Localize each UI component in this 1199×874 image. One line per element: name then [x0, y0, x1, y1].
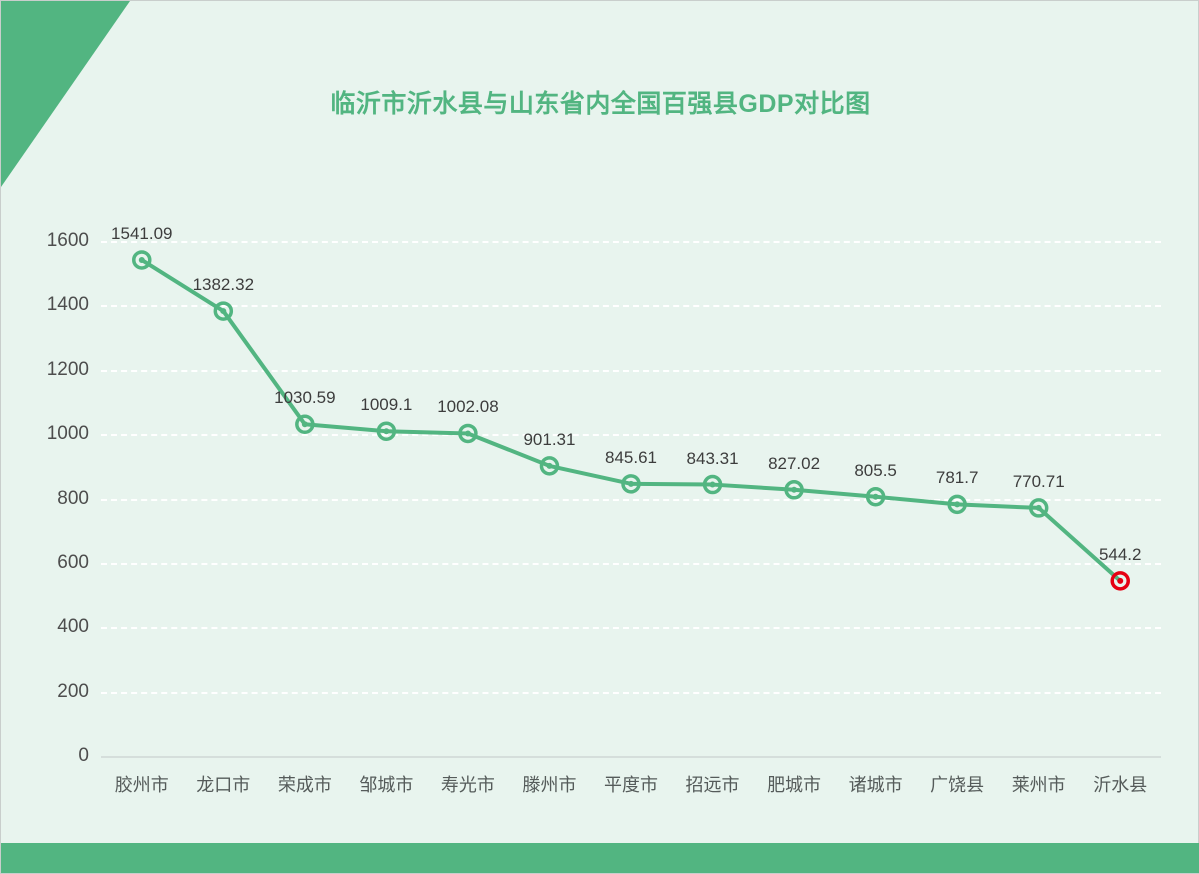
gridline	[101, 241, 1161, 243]
x-axis-tick-label: 肥城市	[767, 775, 822, 795]
data-point-label: 781.7	[935, 468, 979, 488]
data-point-marker[interactable]	[865, 486, 886, 507]
gridline	[101, 369, 1161, 372]
y-axis-tick-label: 800	[57, 487, 89, 509]
x-axis-tick-label: 招远市	[685, 775, 740, 795]
y-axis-tick-label: 0	[78, 745, 89, 766]
y-axis-tick-label: 1000	[46, 423, 89, 445]
gridline	[101, 434, 1161, 437]
data-point-label: 544.2	[1098, 544, 1142, 564]
data-point-label: 843.31	[686, 448, 739, 468]
series-line	[139, 257, 1123, 583]
x-axis-tick-label: 沂水县	[1093, 775, 1148, 795]
data-point-marker[interactable]	[539, 456, 560, 476]
data-point-label: 770.71	[1012, 471, 1065, 491]
plot-area: 0 200 400 600 800 1000 1200 1400 1600 胶州市 龙口市 荣成市 邹…	[47, 224, 1161, 795]
x-axis-tick-label: 寿光市	[440, 775, 495, 795]
data-point-label: 1541.09	[111, 223, 173, 243]
x-axis-tick-label: 广饶县	[930, 775, 985, 795]
y-axis-tick-label: 1600	[46, 230, 89, 251]
data-point-label: 901.31	[523, 429, 576, 449]
x-axis-tick-label: 龙口市	[196, 775, 251, 795]
corner-triangle-decoration	[1, 1, 131, 188]
x-axis-tick-label: 诸城市	[848, 775, 903, 795]
data-point-label: 1382.32	[192, 275, 255, 295]
gridline	[101, 691, 1161, 694]
data-point-marker[interactable]	[947, 494, 967, 515]
y-axis-tick-label: 400	[57, 616, 89, 638]
data-point-marker[interactable]	[132, 250, 152, 270]
y-axis-tick-label: 600	[57, 551, 89, 573]
data-point-label: 1030.59	[274, 388, 336, 408]
data-point-label: 1002.08	[437, 397, 499, 417]
data-point-label: 827.02	[768, 453, 821, 473]
data-point-marker[interactable]	[1028, 498, 1049, 518]
gridline	[101, 627, 1161, 630]
data-point-marker-highlighted[interactable]	[1110, 571, 1130, 591]
bottom-green-bar	[1, 843, 1199, 873]
data-point-label: 805.5	[854, 460, 897, 480]
x-axis-tick-label: 邹城市	[359, 775, 414, 795]
data-point-marker[interactable]	[213, 301, 234, 321]
gridline	[101, 305, 1161, 308]
data-point-label: 845.61	[605, 447, 657, 467]
y-axis-tick-label: 1200	[46, 358, 89, 380]
data-point-marker[interactable]	[702, 474, 723, 495]
data-point-marker[interactable]	[458, 423, 478, 444]
data-point-marker[interactable]	[295, 414, 315, 435]
x-axis-tick-label: 平度市	[604, 775, 658, 795]
y-axis-tick-label: 1400	[46, 294, 89, 316]
data-point-label: 1009.1	[360, 395, 413, 415]
y-axis-tick-label: 200	[57, 680, 89, 702]
line-series	[132, 250, 1130, 591]
gridline	[101, 756, 1161, 758]
page-title: 临沂市沂水县与山东省内全国百强县GDP对比图	[330, 90, 871, 118]
gridline	[101, 498, 1161, 501]
data-point-marker[interactable]	[376, 421, 397, 441]
data-point-marker[interactable]	[621, 474, 641, 494]
data-point-marker[interactable]	[784, 480, 804, 500]
x-axis-tick-label: 荣成市	[277, 775, 332, 795]
x-axis-tick-label: 胶州市	[114, 775, 169, 795]
x-axis-tick-label: 莱州市	[1011, 775, 1066, 795]
x-axis-tick-label: 滕州市	[522, 775, 577, 795]
gridline	[101, 562, 1161, 565]
